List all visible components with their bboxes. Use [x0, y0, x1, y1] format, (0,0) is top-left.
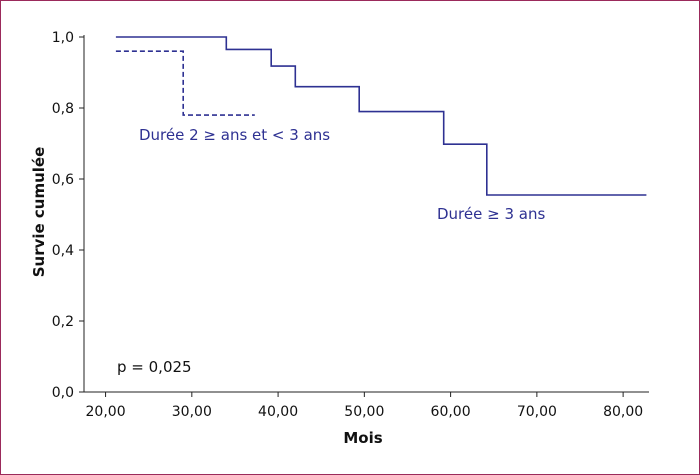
- y-tick-label: 0,4: [52, 243, 74, 259]
- x-tick-label: 30,00: [172, 404, 212, 420]
- y-tick-label: 0,0: [52, 385, 74, 401]
- series-group: [115, 36, 647, 196]
- p-value-annotation: p = 0,025: [117, 358, 192, 376]
- x-tick-label: 50,00: [344, 404, 384, 420]
- x-tick-label: 40,00: [258, 404, 298, 420]
- y-tick-label: 0,2: [52, 314, 74, 330]
- series-line-3plus: [115, 36, 647, 196]
- axes: 0,0 0,2 0,4 0,6 0,8 1,0 20,00 30,00 40,00 50,00 60…: [52, 30, 649, 420]
- y-tick-label: 0,6: [52, 172, 74, 188]
- series-line-2to3: [115, 50, 255, 116]
- y-tick-label: 1,0: [52, 30, 74, 46]
- x-tick-label: 20,00: [86, 404, 126, 420]
- x-tick-label: 80,00: [603, 404, 643, 420]
- x-tick-label: 60,00: [431, 404, 471, 420]
- y-axis-label: Survie cumulée: [30, 147, 48, 278]
- x-tick-label: 70,00: [517, 404, 557, 420]
- series-label-2to3: Durée 2 ≥ ans et < 3 ans: [139, 126, 330, 144]
- x-axis-label: Mois: [343, 429, 382, 447]
- y-tick-label: 0,8: [52, 101, 74, 117]
- series-label-3plus: Durée ≥ 3 ans: [437, 205, 545, 223]
